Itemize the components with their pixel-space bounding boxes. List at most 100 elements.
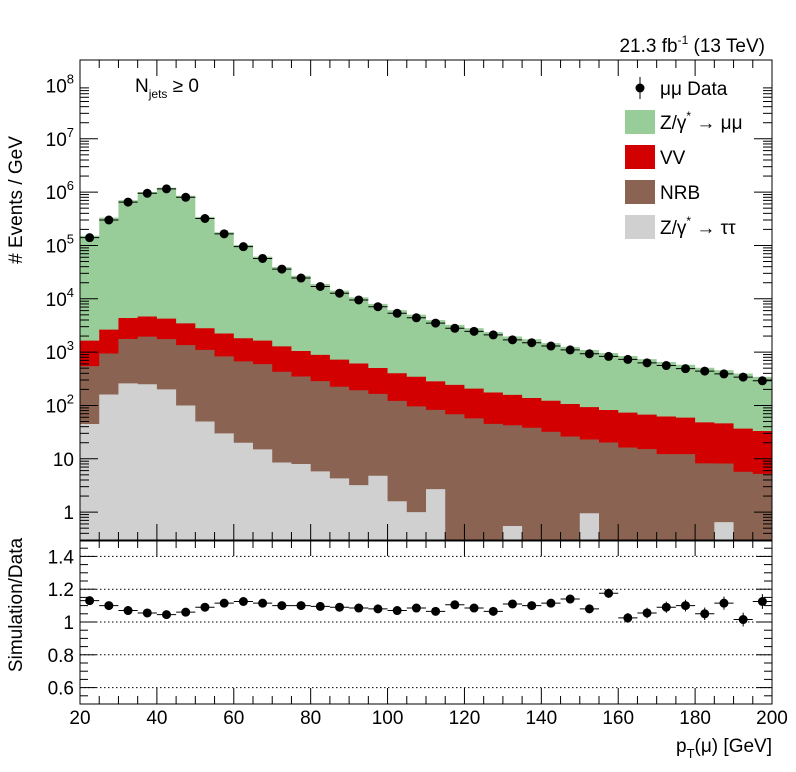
ratio-point [450, 600, 460, 610]
ratio-point [181, 607, 191, 617]
data-point [315, 281, 325, 291]
y-tick-label: 105 [46, 231, 74, 257]
y-tick-label: 104 [46, 285, 74, 311]
ratio-point [315, 601, 325, 611]
data-point [565, 345, 575, 355]
data-point [623, 354, 633, 364]
jet-selection-annotation: Njets ≥ 0 [135, 76, 199, 101]
legend-marker [635, 83, 645, 93]
legend-label: Z/γ* → ττ [660, 214, 736, 239]
x-tick-label: 100 [372, 708, 404, 729]
histogram-component [80, 383, 772, 540]
ratio-point [335, 602, 344, 612]
ratio-point [757, 597, 767, 606]
data-point [738, 372, 748, 382]
ratio-y-tick-label: 1.4 [48, 547, 75, 568]
legend-label: μμ Data [660, 79, 728, 100]
ratio-point [642, 608, 652, 618]
legend-label: NRB [660, 183, 700, 204]
ratio-point [238, 597, 248, 606]
data-points [80, 184, 772, 386]
ratio-point [604, 588, 614, 598]
x-tick-label: 80 [300, 708, 321, 729]
data-point [85, 233, 95, 243]
x-tick-label: 120 [449, 708, 481, 729]
ratio-point [431, 606, 441, 616]
data-point [661, 361, 671, 371]
ratio-point [623, 613, 633, 623]
legend-label: VV [660, 148, 686, 169]
ratio-point [700, 609, 710, 619]
x-axis-label: pT(μ) [GeV] [676, 736, 772, 761]
ratio-point [546, 598, 556, 608]
ratio-panel-axes: 0.6 0.8 1 1.2 1.4 20 40 60 80 100 120 140 160 180 200 [48, 539, 788, 729]
ratio-point [219, 598, 229, 608]
ratio-points [80, 588, 772, 627]
ratio-point [681, 601, 690, 611]
data-point [642, 358, 652, 368]
data-point [604, 351, 614, 361]
data-point [719, 369, 729, 379]
ratio-point [85, 596, 95, 606]
ratio-point [142, 608, 152, 618]
data-point [162, 184, 171, 194]
legend-swatch [625, 180, 655, 204]
data-point [527, 338, 537, 348]
ratio-point [584, 604, 594, 614]
data-point [219, 229, 229, 239]
y-tick-label: 1 [63, 503, 74, 524]
ratio-point [565, 594, 575, 604]
x-tick-label: 20 [69, 708, 90, 729]
data-point [258, 253, 268, 263]
legend-swatch [625, 215, 655, 239]
x-tick-label: 180 [679, 708, 711, 729]
data-point [757, 376, 767, 386]
data-point [296, 273, 306, 283]
ratio-y-axis-label: Simulation/Data [6, 538, 27, 673]
y-tick-label: 108 [46, 71, 74, 97]
ratio-y-tick-label: 0.8 [48, 646, 74, 667]
data-point [488, 330, 498, 340]
ratio-point [527, 601, 537, 611]
data-point [373, 302, 383, 312]
ratio-point [738, 615, 748, 625]
x-tick-label: 140 [525, 708, 557, 729]
data-point [200, 214, 210, 224]
ratio-point [200, 602, 210, 612]
ratio-point [296, 601, 306, 611]
ratio-point [488, 606, 498, 616]
stacked-histogram [80, 187, 772, 541]
data-point [392, 308, 402, 318]
data-point [181, 192, 191, 202]
y-tick-label: 106 [46, 178, 74, 204]
data-point [104, 215, 114, 225]
ratio-point [162, 610, 171, 620]
data-point [335, 288, 344, 298]
ratio-point [258, 598, 268, 608]
y-tick-label: 103 [46, 338, 74, 364]
x-tick-label: 160 [602, 708, 634, 729]
main-panel-axes: 1 10 102 103 104 105 106 107 108 [46, 60, 773, 541]
ratio-point [411, 603, 421, 613]
x-tick-label: 60 [223, 708, 244, 729]
data-point [238, 242, 248, 252]
ratio-point [354, 603, 364, 613]
ratio-reference-lines [80, 555, 772, 689]
legend-swatch [625, 145, 655, 169]
data-point [123, 197, 133, 207]
x-tick-label: 40 [146, 708, 167, 729]
ratio-y-tick-label: 1.2 [48, 580, 74, 601]
ratio-y-tick-label: 0.6 [48, 679, 74, 700]
ratio-point [661, 602, 671, 612]
ratio-y-tick-label: 1 [63, 613, 74, 634]
ratio-point [373, 604, 383, 614]
data-point [277, 264, 287, 274]
legend-label: Z/γ* → μμ [660, 109, 743, 134]
data-point [354, 295, 364, 305]
ratio-panel: 0.60.811.21.420 40 60 80 100 120 140 160 180 200 … [6, 538, 788, 729]
y-tick-label: 107 [46, 125, 74, 151]
y-axis-label: # Events / GeV [6, 136, 27, 264]
x-tick-label: 200 [756, 708, 788, 729]
legend-swatch [625, 110, 655, 134]
luminosity-label: 21.3 fb-1 (13 TeV) [619, 33, 765, 57]
